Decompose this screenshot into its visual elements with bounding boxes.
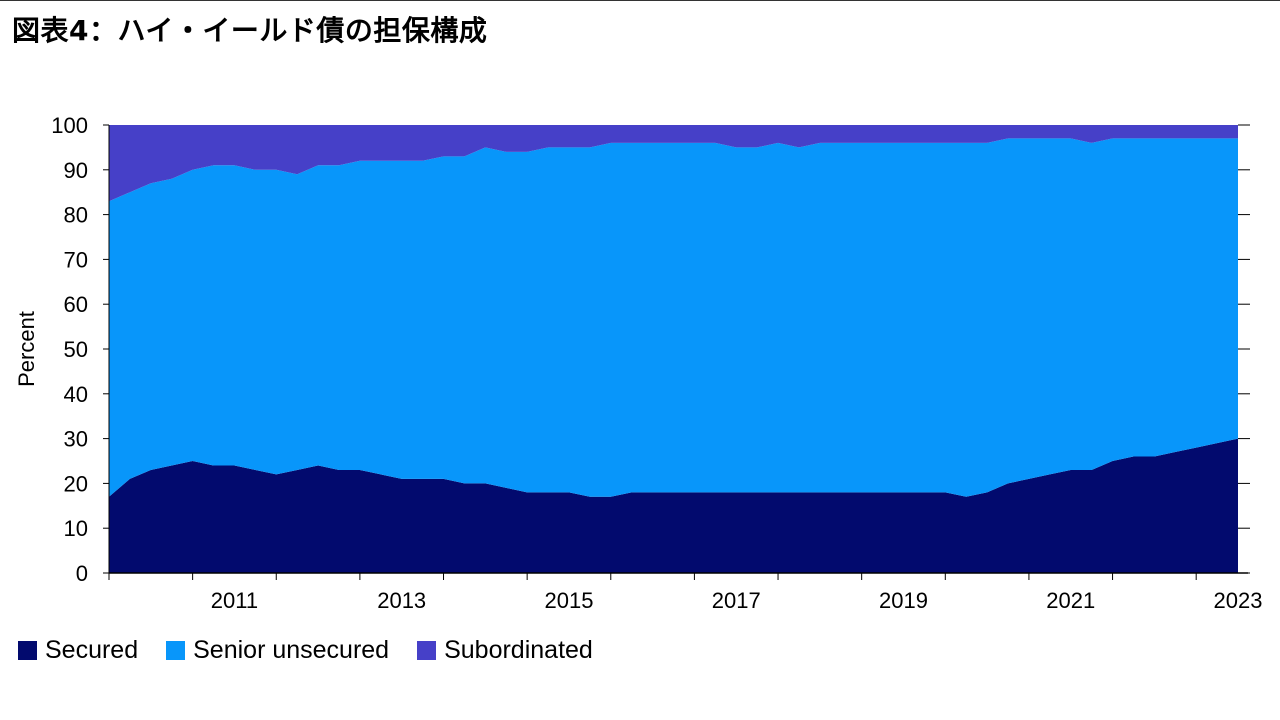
y-tick-label: 100 (51, 113, 88, 138)
chart-axes (103, 124, 1250, 580)
y-tick-label: 40 (64, 382, 88, 407)
x-tick-label: 2017 (712, 588, 761, 613)
legend-item-subordinated: Subordinated (417, 636, 593, 665)
legend-swatch-subordinated (417, 640, 437, 660)
y-tick-label: 70 (64, 247, 88, 272)
area-subordinated (109, 125, 1238, 202)
y-axis-title: Percent (14, 311, 39, 387)
legend-swatch-senior-unsecured (166, 640, 186, 660)
page-title: 図表4：ハイ・イールド債の担保構成 (12, 14, 488, 47)
x-tick-label: 2011 (211, 588, 258, 613)
y-tick-label: 80 (64, 203, 88, 228)
legend-label-secured: Secured (45, 635, 139, 664)
legend-label-subordinated: Subordinated (444, 635, 593, 664)
x-tick-label: 2023 (1214, 588, 1263, 613)
legend-item-senior-unsecured: Senior unsecured (166, 636, 389, 665)
x-tick-label: 2019 (879, 588, 928, 613)
y-tick-label: 20 (64, 471, 88, 496)
area-secured (109, 438, 1238, 573)
legend: Secured Senior unsecured Subordinated (18, 632, 621, 668)
top-rule (0, 0, 1280, 1)
y-tick-label: 50 (64, 337, 88, 362)
y-tick-label: 30 (64, 427, 88, 452)
legend-label-senior-unsecured: Senior unsecured (193, 635, 390, 664)
legend-item-secured: Secured (18, 636, 138, 665)
area-senior-unsecured (109, 138, 1238, 497)
y-tick-label: 60 (64, 292, 88, 317)
legend-swatch-secured (18, 640, 37, 660)
y-tick-label: 10 (64, 516, 88, 541)
x-tick-labels: 2011 2013 2015 2017 2019 2021 2023 (211, 588, 1263, 613)
x-tick-label: 2021 (1046, 588, 1095, 613)
y-tick-label: 0 (76, 561, 88, 586)
chart-areas (109, 125, 1238, 573)
y-tick-labels: 0 10 20 30 40 50 60 70 80 90 100 (51, 113, 88, 586)
x-tick-label: 2013 (377, 588, 426, 613)
x-tick-label: 2015 (544, 588, 593, 613)
y-tick-label: 90 (64, 158, 88, 183)
